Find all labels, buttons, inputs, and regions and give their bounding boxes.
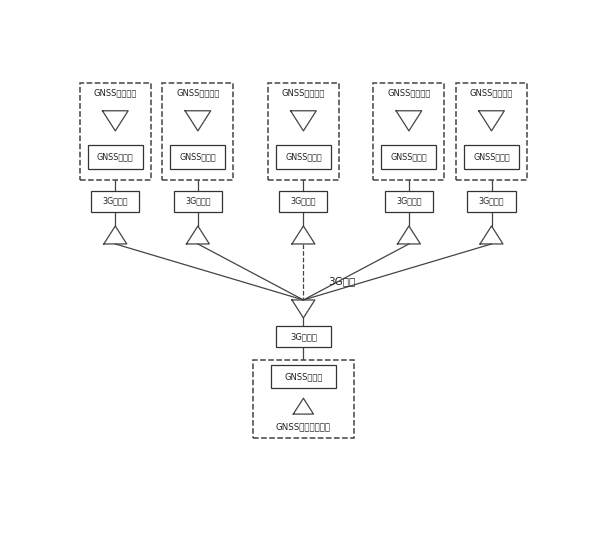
Text: GNSS授时机: GNSS授时机 bbox=[473, 152, 510, 161]
Bar bbox=[456, 83, 527, 180]
Text: GNSS授时机: GNSS授时机 bbox=[97, 152, 134, 161]
Text: 3G路由器: 3G路由器 bbox=[396, 197, 422, 206]
Bar bbox=[276, 144, 331, 169]
Text: 3G路由器: 3G路由器 bbox=[102, 197, 128, 206]
Bar bbox=[385, 191, 433, 212]
Text: 3G路由器: 3G路由器 bbox=[290, 332, 317, 341]
Text: GNSS授时机: GNSS授时机 bbox=[179, 152, 216, 161]
Bar bbox=[374, 83, 445, 180]
Bar bbox=[271, 365, 336, 388]
Bar bbox=[162, 83, 233, 180]
Bar bbox=[464, 144, 519, 169]
Text: 3G路由器: 3G路由器 bbox=[185, 197, 211, 206]
Text: 3G网络: 3G网络 bbox=[329, 277, 356, 287]
Bar bbox=[253, 360, 354, 438]
Text: GNSS接收单元: GNSS接收单元 bbox=[282, 88, 325, 97]
Bar bbox=[174, 191, 222, 212]
Text: GNSS授时机: GNSS授时机 bbox=[284, 372, 323, 381]
Bar bbox=[170, 144, 226, 169]
Text: 3G路由器: 3G路由器 bbox=[479, 197, 504, 206]
Text: GNSS接收单元: GNSS接收单元 bbox=[94, 88, 137, 97]
Bar bbox=[279, 191, 327, 212]
Bar bbox=[268, 83, 339, 180]
Bar bbox=[91, 191, 139, 212]
Bar bbox=[468, 191, 516, 212]
Bar bbox=[88, 144, 143, 169]
Text: GNSS接收单元: GNSS接收单元 bbox=[176, 88, 220, 97]
Text: GNSS授时机: GNSS授时机 bbox=[391, 152, 427, 161]
Text: GNSS接收单元: GNSS接收单元 bbox=[387, 88, 430, 97]
Bar bbox=[276, 326, 331, 347]
Text: GNSS主控中心单元: GNSS主控中心单元 bbox=[276, 423, 331, 432]
Bar bbox=[80, 83, 151, 180]
Text: 3G路由器: 3G路由器 bbox=[291, 197, 316, 206]
Bar bbox=[381, 144, 436, 169]
Text: GNSS授时机: GNSS授时机 bbox=[285, 152, 321, 161]
Text: GNSS接收单元: GNSS接收单元 bbox=[470, 88, 513, 97]
